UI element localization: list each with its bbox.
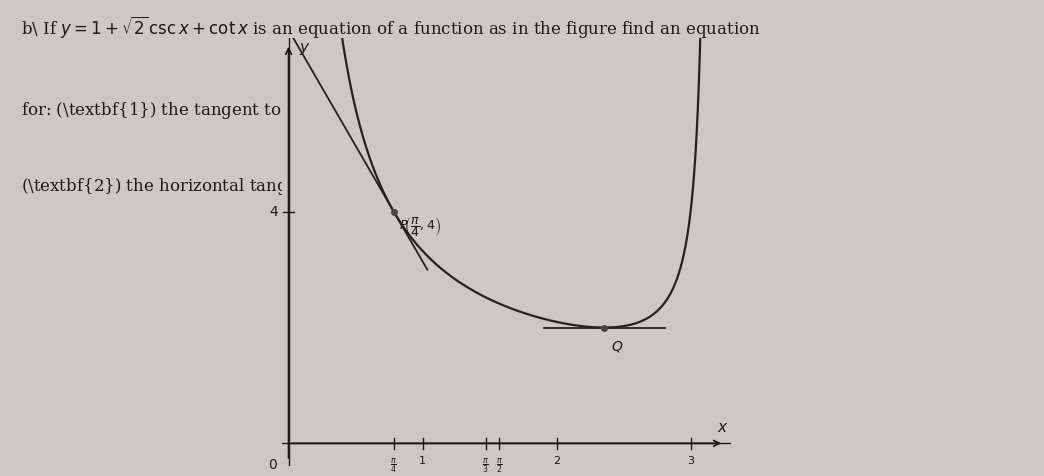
Text: $4$: $4$ — [269, 205, 279, 219]
Text: $P\!\left(\dfrac{\pi}{4}, 4\right)$: $P\!\left(\dfrac{\pi}{4}, 4\right)$ — [399, 215, 442, 238]
Text: 1: 1 — [419, 456, 426, 466]
Text: b\ If $y = 1 + \sqrt{2}\,\csc x + \cot x$ is an equation of a function as in the: b\ If $y = 1 + \sqrt{2}\,\csc x + \cot x… — [21, 14, 761, 40]
Text: $F(x) = 0$: $F(x) = 0$ — [583, 193, 644, 211]
Text: $\frac{\pi}{3}$: $\frac{\pi}{3}$ — [482, 456, 490, 475]
Text: $0$: $0$ — [268, 458, 278, 472]
Text: 3: 3 — [687, 456, 694, 466]
Text: $y$: $y$ — [300, 41, 311, 57]
Text: (\textbf{2}) the horizontal tangent to the curve at $Q$: (\textbf{2}) the horizontal tangent to t… — [21, 176, 462, 197]
Text: $\frac{\pi}{4}$: $\frac{\pi}{4}$ — [390, 456, 398, 475]
Text: $x$: $x$ — [716, 420, 728, 435]
Text: $\frac{\pi}{2}$: $\frac{\pi}{2}$ — [496, 456, 502, 475]
Text: 2: 2 — [553, 456, 561, 466]
Text: $Q$: $Q$ — [611, 339, 623, 354]
Text: for: (\textbf{1}) the tangent to the curve at the point $P\!\left(\dfrac{\pi}{4}: for: (\textbf{1}) the tangent to the cur… — [21, 95, 537, 128]
